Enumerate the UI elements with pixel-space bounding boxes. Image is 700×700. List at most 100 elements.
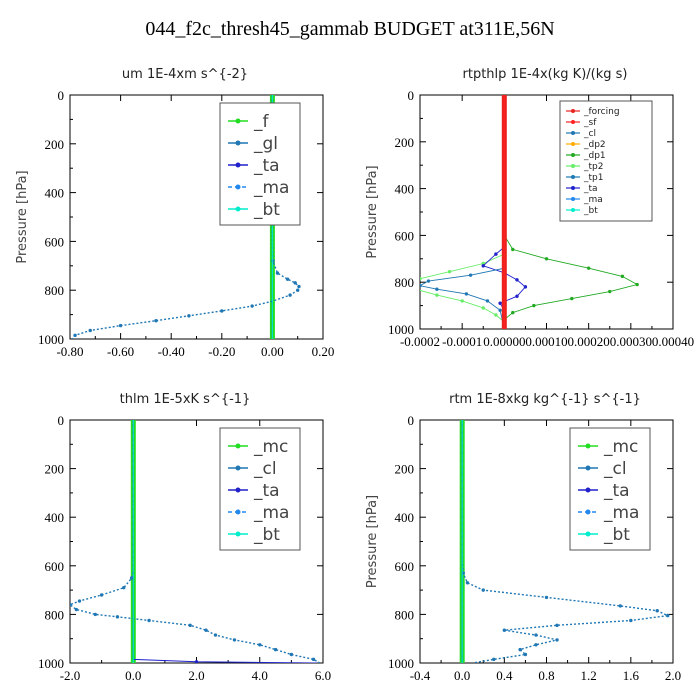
y-tick-label: 200	[395, 462, 415, 477]
x-tick-label: 6.0	[315, 668, 331, 683]
legend-entry: _ma	[603, 503, 639, 523]
legend-marker	[571, 186, 575, 190]
panel-thlm: thlm 1E-5xK s^{-1} -2.0 0.0 2.0 4.0 6.0 0 200 40…	[38, 392, 331, 683]
data-point	[311, 657, 316, 662]
main-title: 044_f2c_thresh45_gammab BUDGET at311E,56…	[145, 18, 555, 40]
data-point	[74, 607, 79, 612]
legend-box	[219, 427, 301, 551]
legend-marker	[571, 153, 575, 157]
data-point	[289, 652, 294, 657]
legend-box	[559, 100, 653, 222]
data-point	[285, 277, 290, 281]
x-tick-label: 0.0	[125, 668, 141, 683]
legend-box	[219, 102, 301, 226]
legend-entry: _bt	[253, 200, 280, 220]
data-point	[534, 633, 538, 637]
legend-entry: _cl	[603, 459, 627, 479]
data-point	[635, 282, 639, 287]
y-tick-label: 800	[45, 607, 65, 622]
data-point	[481, 588, 485, 592]
y-tick-label: 1000	[388, 322, 414, 337]
data-point	[494, 252, 498, 256]
data-point	[447, 269, 452, 274]
data-point	[220, 309, 224, 313]
data-point	[618, 604, 622, 608]
data-point	[492, 657, 496, 662]
panel-title: thlm 1E-5xK s^{-1}	[120, 392, 251, 407]
y-tick-label: 600	[45, 559, 65, 574]
data-point	[129, 576, 134, 580]
y-tick-label: 400	[45, 510, 65, 525]
data-point	[187, 314, 191, 318]
x-tick-label: 0.8	[538, 668, 554, 683]
legend-entry: _sf	[583, 118, 597, 128]
legend-marker	[571, 197, 575, 201]
data-point	[481, 306, 485, 310]
panel-rtpthlp: rtpthlp 1E-4x(kg K)/(kg s) Pressure [hPa]…	[365, 67, 694, 349]
legend-entry: _ta	[583, 184, 598, 194]
data-point	[73, 333, 77, 338]
legend-entry: _ma	[253, 503, 289, 523]
y-tick-label: 0	[408, 88, 415, 103]
y-tick-label: 1000	[38, 656, 64, 671]
data-point	[498, 301, 502, 305]
legend-marker	[235, 509, 241, 515]
legend-entry: _bt	[253, 525, 280, 545]
legend-marker	[235, 118, 241, 124]
legend-entry: _ma	[253, 178, 289, 198]
legend-marker	[235, 443, 241, 449]
data-point	[154, 319, 158, 323]
data-point	[204, 628, 208, 632]
data-point	[99, 593, 104, 597]
legend-marker	[571, 142, 575, 146]
y-tick-label: 800	[395, 607, 415, 622]
data-point	[494, 313, 498, 317]
legend-box	[569, 427, 651, 551]
series-line-tp2	[420, 95, 505, 329]
data-point	[147, 618, 151, 623]
y-tick-label: 600	[395, 559, 415, 574]
legend-entry: _dp1	[583, 151, 606, 161]
x-tick-label: 4.0	[252, 668, 268, 683]
legend-marker	[571, 208, 575, 212]
data-point	[288, 293, 292, 297]
x-tick-label: 0.00	[261, 344, 284, 359]
y-tick-label: 0	[58, 413, 65, 428]
y-tick-label: 1000	[38, 332, 64, 347]
y-tick-label: 0	[58, 88, 65, 103]
legend-marker	[585, 509, 591, 515]
y-tick-label: 1000	[388, 656, 414, 671]
legend-marker	[585, 443, 591, 449]
data-point	[666, 613, 670, 618]
data-point	[570, 296, 574, 301]
series-line-tp1	[420, 95, 505, 329]
legend-entry: _forcing	[583, 107, 620, 117]
y-tick-label: 200	[45, 137, 65, 152]
panel-title: um 1E-4xm s^{-2}	[122, 67, 248, 82]
data-point	[460, 299, 464, 303]
legend-entry: _mc	[603, 437, 638, 457]
data-point	[296, 288, 300, 292]
data-point	[293, 281, 297, 285]
data-point	[465, 581, 470, 585]
data-point	[194, 660, 199, 663]
data-point	[532, 303, 536, 308]
legend-marker	[571, 109, 575, 113]
data-point	[485, 299, 490, 303]
data-point	[250, 304, 254, 308]
legend-marker	[571, 120, 575, 124]
data-point	[481, 264, 485, 268]
legend-marker	[235, 140, 241, 146]
legend-marker	[585, 531, 591, 537]
y-tick-label: 200	[395, 135, 415, 150]
data-point	[511, 310, 515, 315]
legend-entry: _ta	[253, 156, 280, 176]
x-tick-label: -0.40	[158, 344, 185, 359]
data-point	[464, 292, 469, 296]
y-tick-label: 0	[408, 413, 415, 428]
y-tick-label: 400	[395, 182, 415, 197]
data-point	[534, 643, 538, 647]
data-point	[213, 633, 218, 637]
x-tick-label: 0.0	[454, 668, 470, 683]
data-point	[188, 623, 192, 628]
